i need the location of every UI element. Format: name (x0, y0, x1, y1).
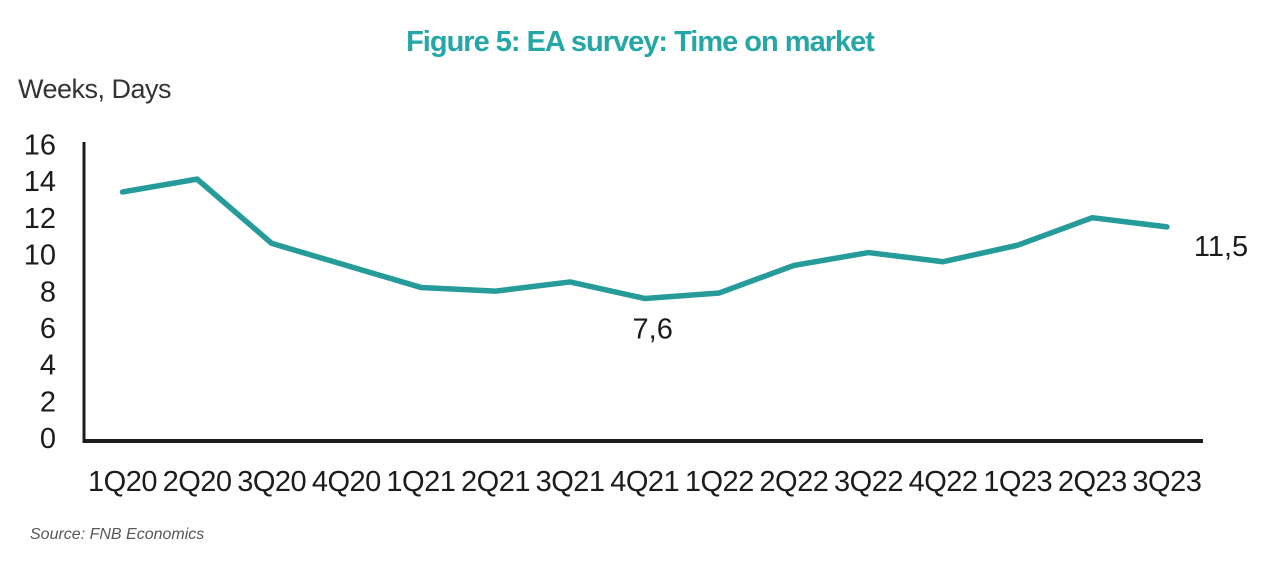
x-tick-label: 4Q20 (312, 466, 381, 498)
y-tick-label: 0 (40, 423, 56, 455)
x-tick-label: 3Q21 (536, 466, 605, 498)
x-tick-label: 1Q20 (88, 466, 157, 498)
y-tick-label: 4 (40, 350, 56, 382)
x-tick-label: 4Q22 (909, 466, 978, 498)
x-tick-label: 2Q20 (163, 466, 232, 498)
y-tick-label: 6 (40, 313, 56, 345)
source-note: Source: FNB Economics (30, 526, 205, 543)
x-tick-label: 4Q21 (610, 466, 679, 498)
x-tick-label: 3Q22 (834, 466, 903, 498)
x-tick-label: 1Q21 (386, 466, 455, 498)
x-tick-label: 2Q22 (759, 466, 828, 498)
x-tick-label: 2Q23 (1058, 466, 1127, 498)
y-tick-label: 12 (24, 203, 56, 235)
time-on-market-series-line (119, 176, 1170, 302)
data-point-label: 7,6 (633, 313, 673, 345)
y-tick-label: 10 (24, 240, 56, 272)
y-tick-label: 2 (40, 386, 56, 418)
y-tick-label: 14 (24, 166, 56, 198)
x-tick-label: 3Q23 (1132, 466, 1201, 498)
x-tick-label: 1Q22 (685, 466, 754, 498)
y-tick-label: 8 (40, 276, 56, 308)
data-point-label: 11,5 (1194, 231, 1248, 263)
y-tick-label: 16 (24, 129, 56, 161)
x-tick-label: 1Q23 (983, 466, 1052, 498)
x-tick-label: 3Q20 (237, 466, 306, 498)
x-tick-label: 2Q21 (461, 466, 530, 498)
y-axis-unit-label: Weeks, Days (18, 74, 172, 104)
chart-title: Figure 5: EA survey: Time on market (406, 26, 875, 58)
